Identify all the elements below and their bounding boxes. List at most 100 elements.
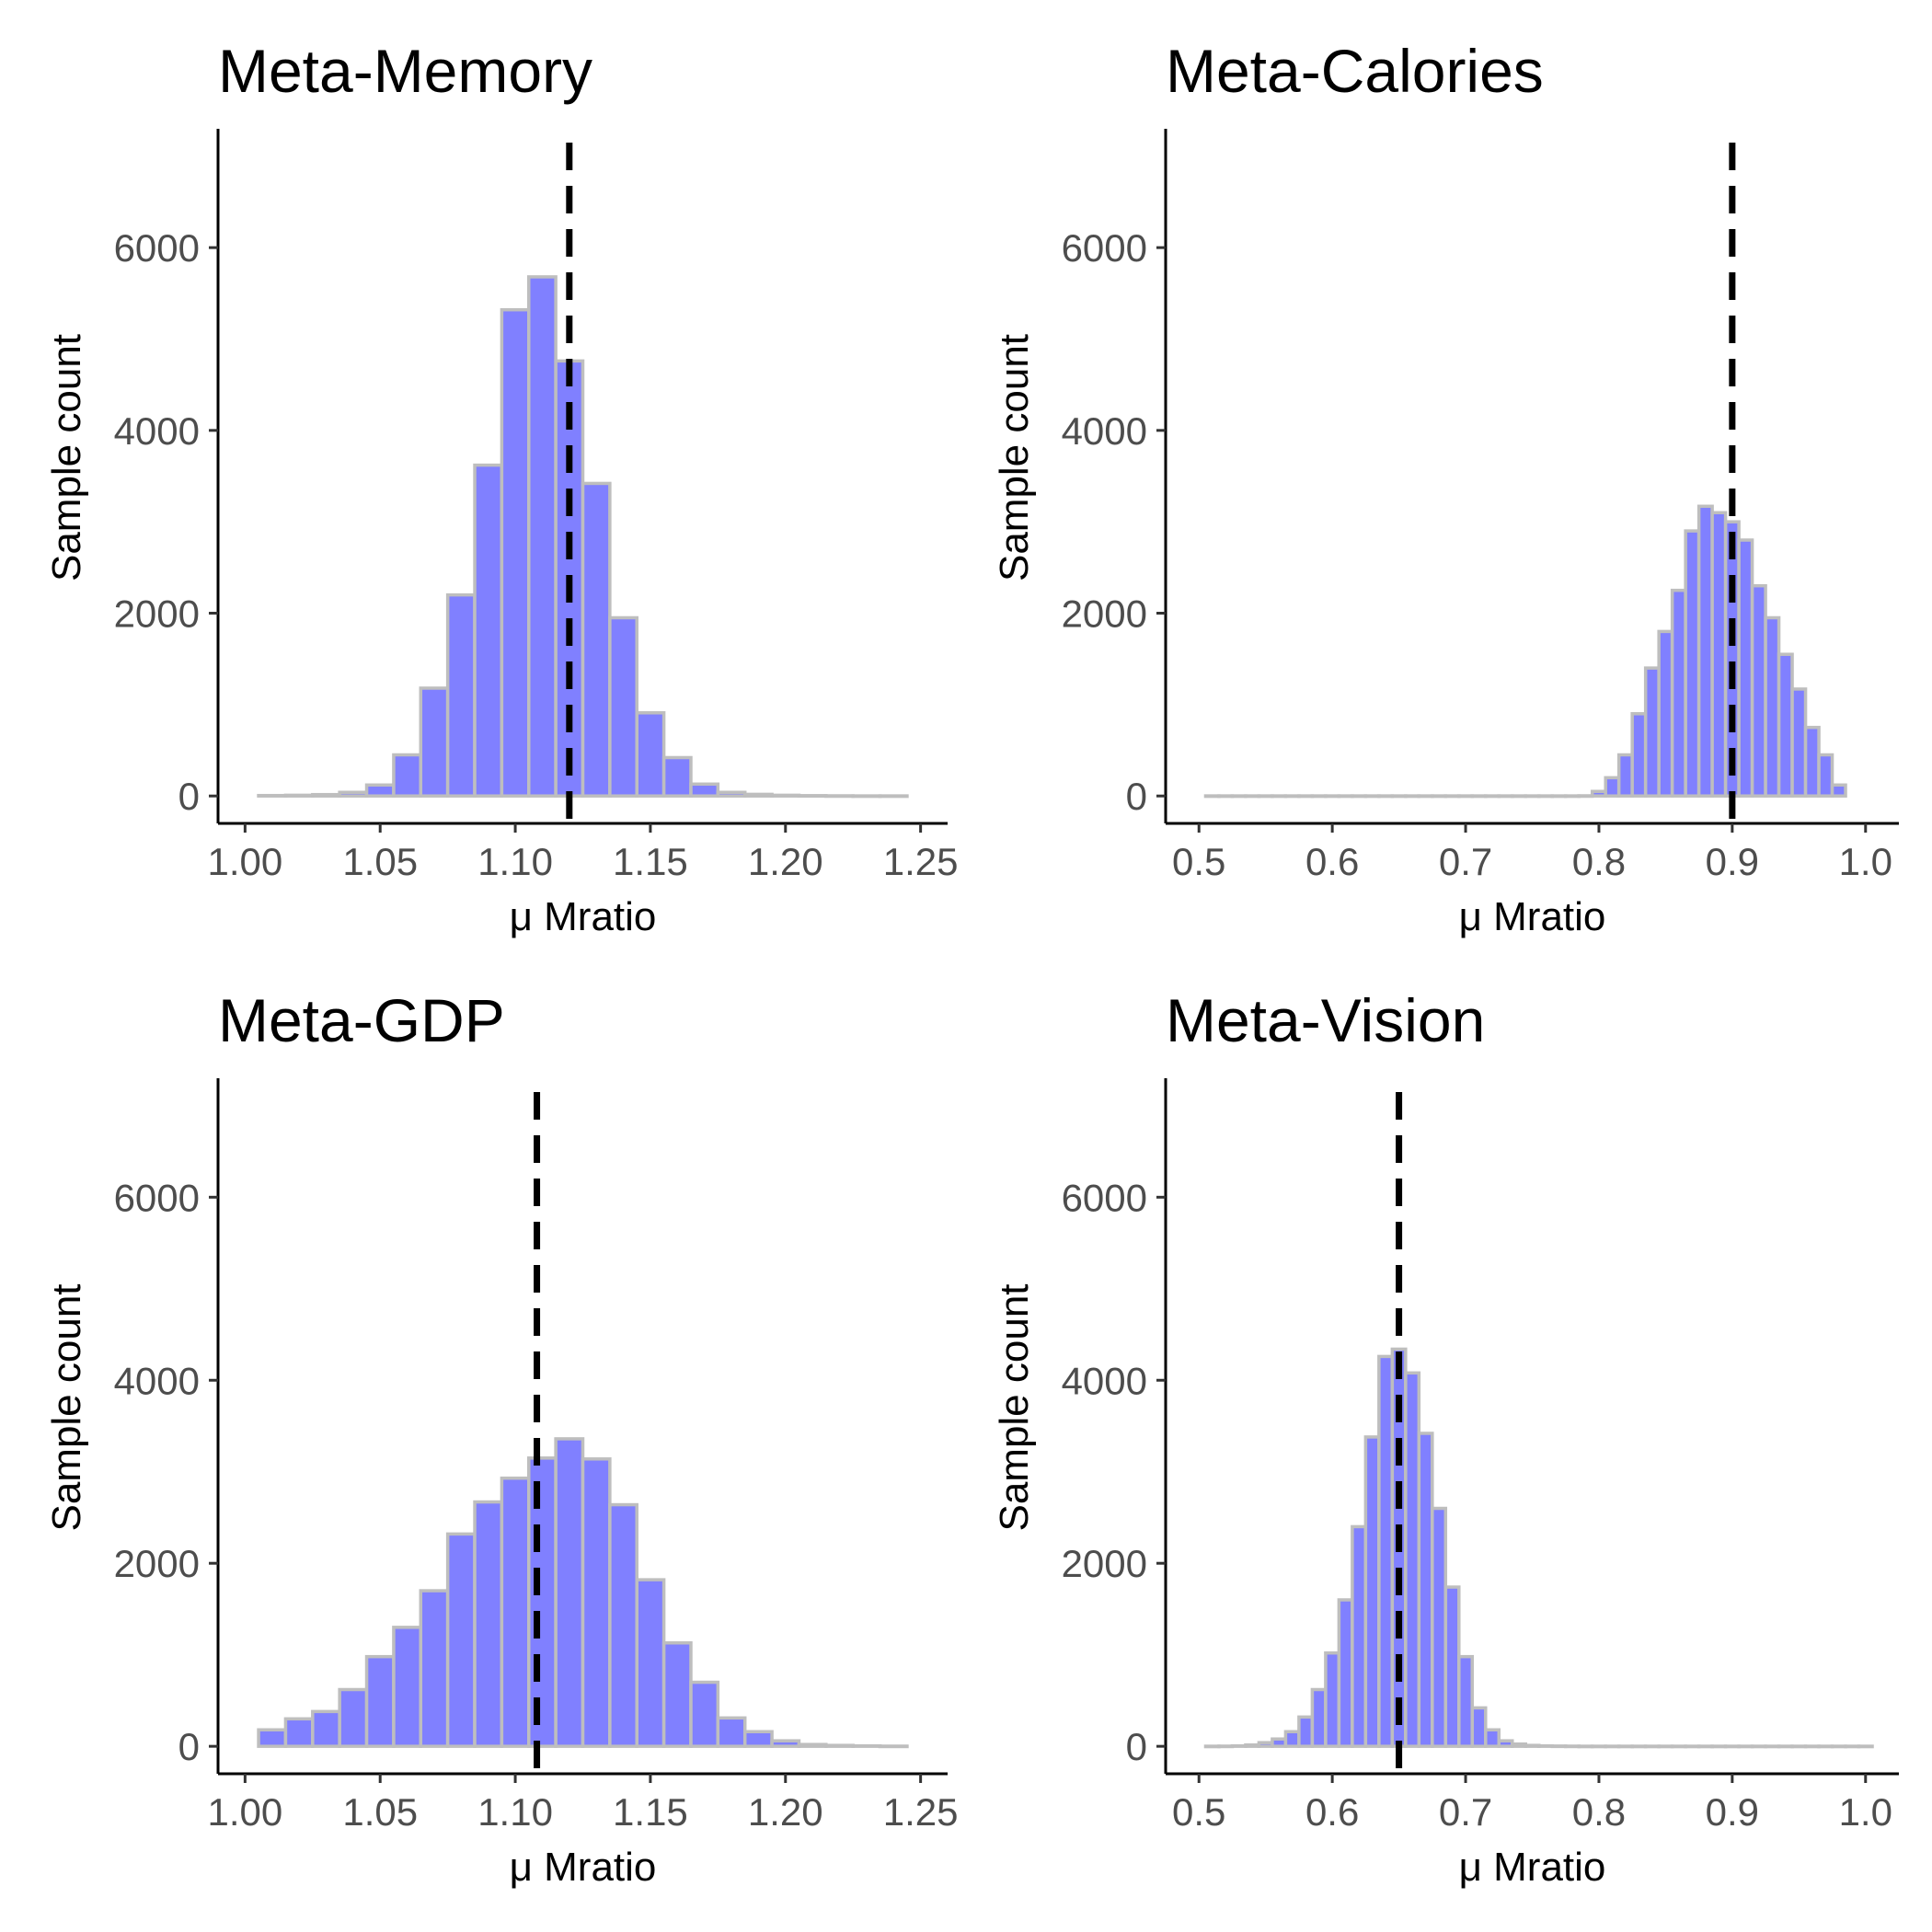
histogram-bar <box>311 792 341 798</box>
y-tick-label: 6000 <box>114 226 200 270</box>
histogram-bar <box>1271 1737 1288 1748</box>
histogram-bar <box>581 1457 612 1748</box>
histogram-bar <box>1470 1706 1488 1748</box>
histogram-bar <box>1484 1728 1501 1748</box>
histogram-bar <box>1670 588 1687 798</box>
histogram-bar <box>1417 794 1434 799</box>
histogram-bar <box>419 1589 450 1748</box>
histogram-bar <box>797 1742 828 1748</box>
x-tick-label: 0.5 <box>1172 840 1225 883</box>
y-tick-label: 0 <box>178 775 200 818</box>
x-axis-title: μ Mratio <box>1459 894 1606 939</box>
x-tick-label: 1.10 <box>477 840 553 883</box>
histogram-bar <box>1643 666 1661 798</box>
panel-meta-memory: Meta-Memory 0 2000 4000 6000 1.00 1.05 1.10 1.1… <box>44 37 959 939</box>
histogram-bar <box>500 1476 531 1748</box>
histogram-bar <box>1511 1742 1528 1748</box>
y-tick-label: 2000 <box>1062 592 1147 636</box>
histogram-bar <box>1723 1744 1741 1749</box>
x-tick-label: 1.25 <box>883 840 959 883</box>
x-tick-label: 1.10 <box>477 1790 553 1834</box>
panel-title: Meta-Memory <box>218 37 592 105</box>
histogram-bar <box>1643 1744 1661 1749</box>
histogram-bar <box>1443 794 1461 799</box>
histogram-bars <box>257 275 909 799</box>
x-tick-label: 0.9 <box>1706 1790 1759 1834</box>
histogram-bar <box>1283 794 1301 799</box>
x-tick-label: 1.0 <box>1839 840 1892 883</box>
histogram-bar <box>1817 753 1834 798</box>
panel-title: Meta-Vision <box>1166 986 1485 1054</box>
histogram-bar <box>1377 794 1395 799</box>
axes: 0 2000 4000 6000 1.00 1.05 1.10 1.15 1.20 1.25 <box>114 129 959 883</box>
histogram-bar <box>742 792 774 798</box>
histogram-bar <box>1404 1371 1421 1748</box>
histogram-bar <box>1283 1730 1301 1748</box>
histogram-bar <box>1616 753 1634 798</box>
histogram-bar <box>1536 1743 1554 1748</box>
histogram-bar <box>608 615 638 798</box>
histogram-bar <box>1310 794 1328 799</box>
x-tick-label: 1.15 <box>613 1790 688 1834</box>
histogram-bar <box>851 1743 882 1748</box>
histogram-bar <box>1737 538 1754 798</box>
axes: 0 2000 4000 6000 0.5 0.6 0.7 0.8 0.9 1.0 <box>1062 129 1899 883</box>
histogram-bar <box>851 794 882 799</box>
histogram-bar <box>283 1717 315 1748</box>
x-tick-label: 1.0 <box>1839 1790 1892 1834</box>
panel-title: Meta-Calories <box>1166 37 1544 105</box>
histogram-bar <box>1750 583 1767 798</box>
histogram-bar <box>1657 1744 1674 1749</box>
histogram-bar <box>445 1532 477 1748</box>
histogram-bar <box>1297 794 1315 799</box>
histogram-bar <box>635 711 666 798</box>
histogram-bars <box>1203 504 1847 799</box>
histogram-bar <box>1670 1744 1687 1749</box>
histogram-bar <box>1684 529 1701 798</box>
histogram-bar <box>770 793 801 798</box>
histogram-bar <box>716 790 747 798</box>
x-tick-label: 0.5 <box>1172 1790 1225 1834</box>
y-tick-label: 4000 <box>114 1359 200 1402</box>
histogram-bar <box>1257 1741 1274 1748</box>
x-tick-label: 1.20 <box>748 1790 823 1834</box>
histogram-bar <box>392 1626 423 1748</box>
histogram-bar <box>1604 1744 1621 1749</box>
histogram-bar <box>1431 794 1448 799</box>
histogram-bar <box>1203 794 1221 799</box>
histogram-bar <box>824 794 855 799</box>
x-axis-title: μ Mratio <box>510 894 657 939</box>
y-axis-title: Sample count <box>992 334 1037 581</box>
histogram-bar <box>392 753 423 798</box>
y-tick-label: 4000 <box>1062 409 1147 453</box>
histogram-bar <box>1563 794 1581 799</box>
histogram-bar <box>1577 1744 1594 1749</box>
histogram-bar <box>1550 794 1568 799</box>
histogram-bar <box>581 481 612 798</box>
histogram-bar <box>527 275 558 798</box>
histogram-bar <box>500 307 531 798</box>
y-tick-label: 0 <box>1126 1725 1147 1768</box>
y-tick-label: 2000 <box>114 592 200 636</box>
histogram-bar <box>1616 1744 1634 1749</box>
histogram-bar <box>283 793 315 798</box>
histogram-bar <box>1777 1744 1794 1749</box>
histogram-bar <box>1684 1744 1701 1749</box>
y-tick-label: 6000 <box>1062 226 1147 270</box>
histogram-bar <box>338 1687 369 1748</box>
histogram-bar <box>1257 794 1274 799</box>
histogram-bar <box>1604 776 1621 798</box>
histogram-bar <box>1790 687 1808 798</box>
x-tick-label: 1.05 <box>342 1790 418 1834</box>
histogram-bar <box>1484 794 1501 799</box>
histogram-bar <box>1310 1687 1328 1748</box>
histogram-bar <box>311 1709 341 1748</box>
histogram-bar <box>554 1437 585 1748</box>
histogram-bar <box>1550 1744 1568 1749</box>
histogram-bar <box>1750 1744 1767 1749</box>
histogram-bar <box>716 1716 747 1748</box>
histogram-bar <box>1217 794 1235 799</box>
y-tick-label: 6000 <box>114 1176 200 1219</box>
